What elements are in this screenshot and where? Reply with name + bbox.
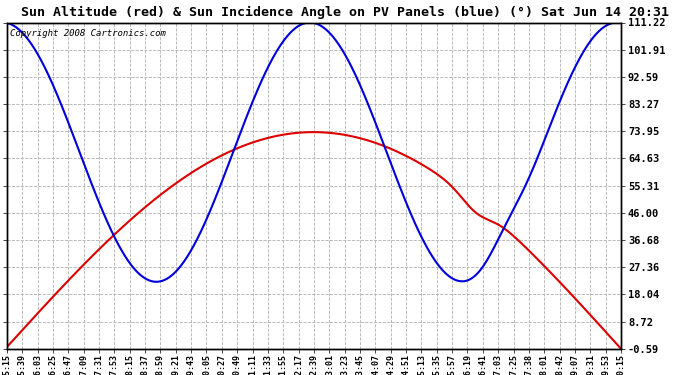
Text: Copyright 2008 Cartronics.com: Copyright 2008 Cartronics.com [10,29,166,38]
Text: Sun Altitude (red) & Sun Incidence Angle on PV Panels (blue) (°) Sat Jun 14 20:3: Sun Altitude (red) & Sun Incidence Angle… [21,6,669,19]
